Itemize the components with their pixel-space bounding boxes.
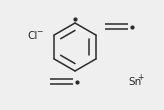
Text: −: − bbox=[36, 28, 42, 37]
Text: Sn: Sn bbox=[128, 77, 141, 87]
Text: Cl: Cl bbox=[27, 31, 37, 41]
Text: +: + bbox=[137, 72, 143, 82]
